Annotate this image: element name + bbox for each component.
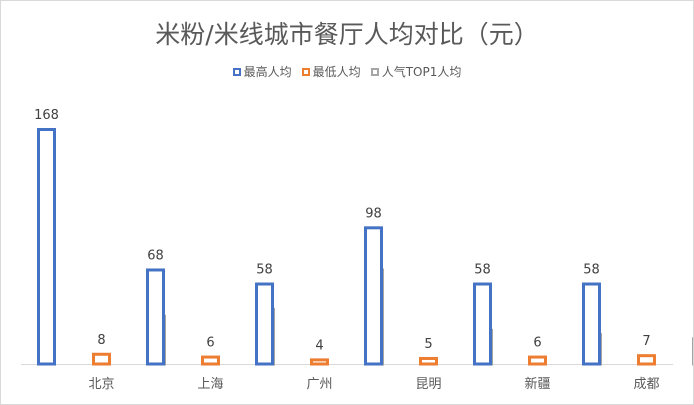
x-tick-label: 成都	[633, 377, 659, 392]
data-label-max: 98	[365, 206, 382, 221]
legend-label-max: 最高人均	[243, 65, 292, 79]
data-label-max: 68	[147, 248, 164, 263]
bar-min	[92, 352, 111, 366]
bar-max	[255, 282, 274, 366]
data-label-max: 168	[34, 108, 59, 123]
data-label-min: 7	[642, 334, 650, 349]
bar-min	[201, 355, 220, 366]
data-label-min: 6	[206, 336, 214, 351]
bar-max	[473, 282, 492, 366]
bar-min	[637, 354, 656, 366]
bar-min	[419, 356, 438, 366]
bar-max	[37, 128, 56, 366]
legend-item-min: 最低人均	[301, 63, 361, 80]
data-label-min: 4	[315, 338, 323, 353]
legend-swatch-min	[301, 67, 310, 76]
chart-legend: 最高人均 最低人均 人气TOP1人均	[1, 63, 693, 80]
bar-max	[146, 268, 165, 366]
data-label-min: 5	[424, 337, 432, 352]
legend-label-top1: 人气TOP1人均	[381, 65, 462, 79]
x-tick-label: 新疆	[524, 376, 550, 392]
x-tick-label: 昆明	[415, 377, 441, 392]
legend-label-min: 最低人均	[312, 65, 361, 79]
x-tick-label: 北京	[88, 377, 114, 392]
bar-min	[528, 355, 547, 366]
x-tick-label: 上海	[197, 377, 223, 392]
bar-max	[582, 282, 601, 366]
chart-title: 米粉/米线城市餐厅人均对比（元）	[155, 20, 539, 49]
legend-swatch-top1	[370, 67, 379, 76]
data-label-max: 58	[256, 263, 273, 278]
legend-item-top1: 人气TOP1人均	[370, 63, 462, 80]
data-label-max: 58	[474, 263, 491, 278]
legend-item-max: 最高人均	[232, 63, 292, 80]
legend-swatch-max	[232, 67, 241, 76]
data-label-max: 58	[583, 263, 600, 278]
bar-min	[310, 358, 329, 366]
data-label-min: 6	[533, 336, 541, 351]
x-tick-label: 广州	[306, 377, 332, 392]
data-label-min: 8	[97, 333, 105, 348]
bar-max	[364, 226, 383, 366]
